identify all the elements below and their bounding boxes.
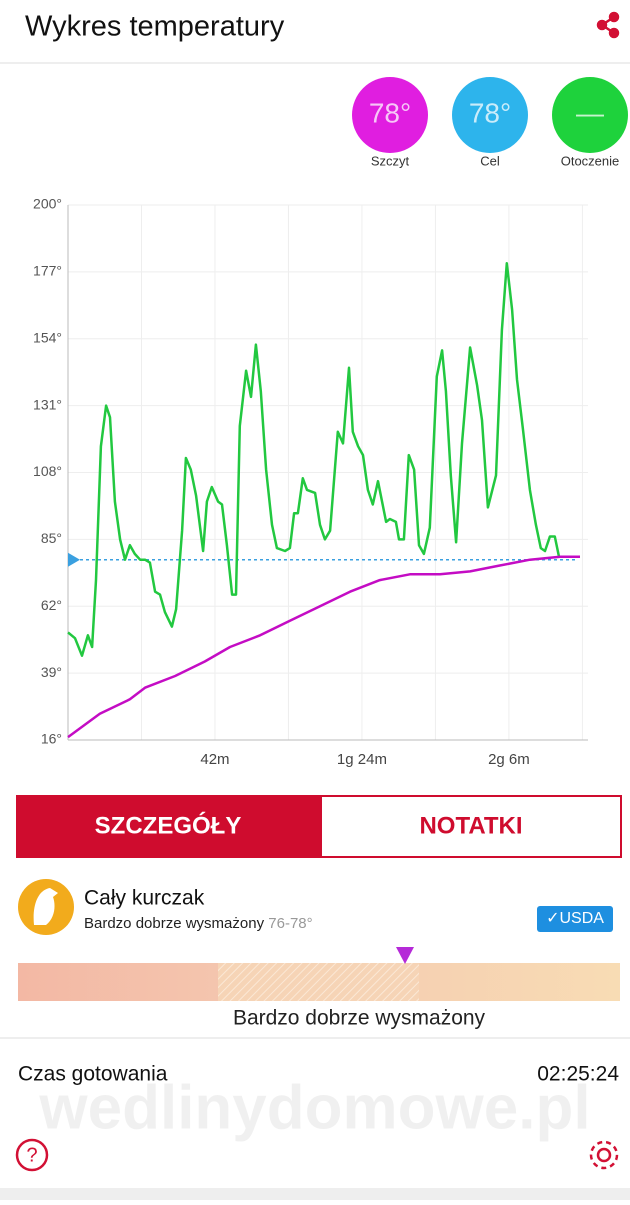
y-tick-label: 62° bbox=[41, 597, 62, 613]
tab-label: NOTATKI bbox=[419, 812, 522, 839]
y-tick-label: 154° bbox=[33, 329, 62, 345]
chicken-shape bbox=[33, 888, 58, 925]
tab-notes[interactable] bbox=[320, 795, 622, 858]
share-icon[interactable] bbox=[596, 11, 620, 39]
y-tick-label: 131° bbox=[33, 396, 62, 412]
y-tick-label: 39° bbox=[41, 664, 62, 680]
doneness-marker bbox=[396, 947, 414, 964]
cooking-label: Czas gotowania bbox=[18, 1063, 168, 1086]
indicator-label: Cel bbox=[480, 153, 500, 168]
doneness: Bardzo dobrze wysmażony 76-78° bbox=[84, 915, 313, 932]
indicator-label: Szczyt bbox=[371, 153, 410, 168]
indicator-value: — bbox=[576, 97, 604, 128]
title: Wykres temperatury bbox=[25, 11, 285, 43]
nav-bar bbox=[0, 1188, 630, 1200]
cooking-time: 02:25:24 bbox=[537, 1063, 619, 1086]
indicator-circle bbox=[452, 77, 528, 153]
indicator-circle bbox=[352, 77, 428, 153]
series-line bbox=[67, 261, 578, 657]
indicator-value: 78° bbox=[369, 97, 411, 128]
usda-text: ✓USDA bbox=[546, 910, 604, 927]
doneness-range: 76-78° bbox=[268, 915, 312, 932]
target-marker bbox=[68, 552, 80, 567]
tab-details[interactable] bbox=[16, 795, 320, 858]
help-icon: ? bbox=[26, 1144, 37, 1166]
indicator-circle bbox=[552, 77, 628, 153]
doneness-caption: Bardzo dobrze wysmażony bbox=[233, 1007, 486, 1030]
y-tick-label: 16° bbox=[41, 731, 62, 747]
tab-label: SZCZEGÓŁY bbox=[95, 811, 242, 839]
y-tick-label: 85° bbox=[41, 530, 62, 546]
usda-badge bbox=[537, 906, 613, 932]
y-tick-label: 200° bbox=[33, 196, 62, 212]
series-line bbox=[67, 555, 580, 739]
x-tick-label: 42m bbox=[200, 751, 229, 768]
doneness-text: Bardzo dobrze wysmażony bbox=[84, 915, 265, 932]
help-button[interactable]: ? bbox=[15, 1138, 49, 1172]
indicator-label: Otoczenie bbox=[561, 153, 620, 168]
y-tick-label: 108° bbox=[33, 463, 62, 479]
watermark: wedlinydomowe.pl bbox=[38, 1073, 590, 1142]
doneness-zone bbox=[218, 963, 419, 1001]
x-tick-label: 2g 6m bbox=[488, 751, 530, 768]
settings-button[interactable] bbox=[589, 1140, 619, 1170]
y-tick-label: 177° bbox=[33, 263, 62, 279]
indicator-value: 78° bbox=[469, 97, 511, 128]
x-tick-label: 1g 24m bbox=[337, 751, 387, 768]
product-name: Cały kurczak bbox=[84, 887, 205, 910]
